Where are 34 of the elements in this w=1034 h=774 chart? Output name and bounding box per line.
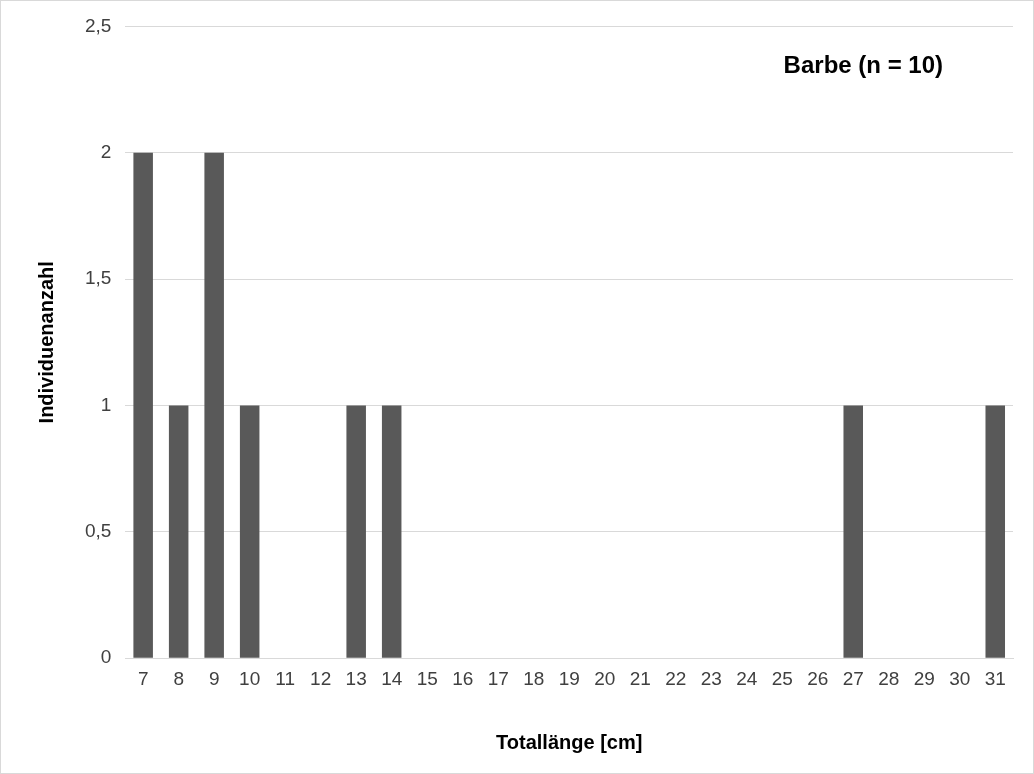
x-tick-label: 28: [878, 667, 900, 689]
x-tick-label: 27: [842, 667, 864, 689]
x-tick-label: 21: [629, 667, 651, 689]
x-tick-label: 15: [416, 667, 438, 689]
x-tick-label: 23: [700, 667, 722, 689]
x-tick-label: 16: [452, 667, 474, 689]
x-tick-label: 7: [137, 667, 149, 689]
x-tick-label: 29: [913, 667, 935, 689]
x-tick-label: 25: [771, 667, 793, 689]
x-axis-title: Totallänge [cm]: [496, 730, 643, 753]
x-tick-label: 14: [381, 667, 403, 689]
x-tick-label: 8: [173, 667, 184, 689]
y-axis-title: Individuenanzahl: [34, 261, 57, 424]
y-tick-label: 2,5: [84, 14, 112, 36]
y-tick-label: 2: [100, 140, 112, 162]
x-tick-label: 10: [239, 667, 261, 689]
x-tick-label: 13: [345, 667, 367, 689]
x-tick-label: 18: [523, 667, 545, 689]
x-tick-label: 30: [949, 667, 971, 689]
y-tick-label: 1,5: [84, 267, 112, 289]
text: Barbe (n = 10): [783, 51, 943, 79]
x-tick-label: 9: [208, 667, 220, 689]
x-tick-label: 31: [984, 667, 1006, 689]
y-tick-label: 0: [100, 646, 112, 668]
x-tick-label: 11: [275, 667, 296, 689]
y-tick-label: 1: [100, 393, 112, 415]
x-tick-label: 20: [594, 667, 616, 689]
x-tick-label: 26: [807, 667, 829, 689]
x-tick-label: 12: [310, 667, 332, 689]
x-tick-label: 19: [558, 667, 580, 689]
x-tick-label: 24: [736, 667, 758, 689]
y-tick-label: 0,5: [84, 520, 112, 542]
x-tick-label: 22: [665, 667, 687, 689]
x-tick-label: 17: [487, 667, 509, 689]
